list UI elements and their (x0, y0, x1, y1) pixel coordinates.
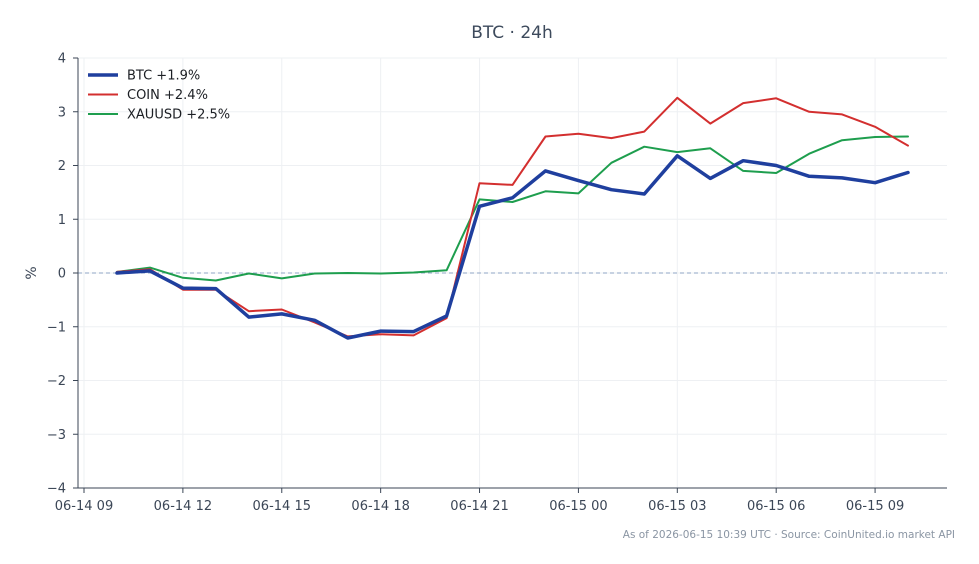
y-tick-label: 1 (58, 213, 66, 228)
grid (78, 57, 947, 489)
y-tick-label: 3 (58, 105, 66, 120)
x-tick-label: 06-14 12 (154, 499, 212, 514)
legend: BTC +1.9% COIN +2.4% XAUUSD +2.5% (88, 69, 230, 123)
chart-title: BTC · 24h (471, 23, 553, 43)
x-tick-label: 06-14 15 (253, 499, 311, 514)
y-tick-label: −1 (47, 320, 66, 335)
y-tick-label: −4 (47, 482, 66, 497)
y-tick-label: −3 (47, 428, 66, 443)
y-tick-label: −2 (47, 374, 66, 389)
x-tick-label: 06-14 21 (450, 499, 508, 514)
y-axis-label: % (24, 266, 40, 279)
y-tick-label: 2 (58, 159, 66, 174)
x-tick-label: 06-14 09 (55, 499, 113, 514)
series-line-btc (115, 154, 910, 340)
legend-label: XAUUSD +2.5% (127, 108, 230, 123)
series-line-xauusd (116, 135, 909, 282)
series-lines (115, 96, 910, 340)
x-tick-label: 06-15 06 (747, 499, 805, 514)
source-footnote: As of 2026-06-15 10:39 UTC · Source: Coi… (623, 529, 955, 541)
y-tick-label: 0 (58, 267, 66, 282)
series-line-coin (116, 96, 909, 338)
x-tick-label: 06-15 00 (549, 499, 607, 514)
y-tick-label: 4 (58, 52, 66, 67)
x-tick-label: 06-14 18 (351, 499, 409, 514)
legend-label: COIN +2.4% (127, 88, 208, 103)
x-tick-label: 06-15 03 (648, 499, 706, 514)
x-tick-label: 06-15 09 (846, 499, 904, 514)
axes: 4 3 2 1 0 −1 −2 −3 −4 06-14 09 06-14 12 06-14 15 06-… (47, 52, 947, 514)
legend-label: BTC +1.9% (127, 69, 200, 84)
